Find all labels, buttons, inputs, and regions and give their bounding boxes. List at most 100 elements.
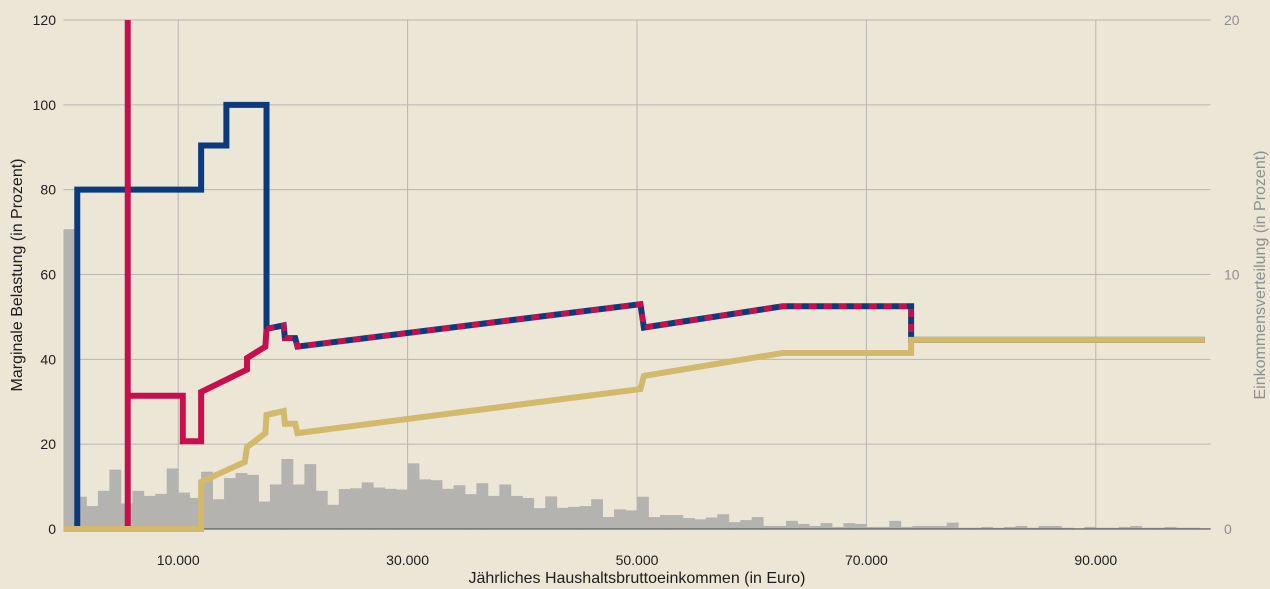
histogram-bar <box>1061 527 1074 529</box>
y-tick-label: 80 <box>40 182 56 198</box>
histogram-bar <box>614 509 626 529</box>
histogram-bar <box>820 523 833 529</box>
histogram-bar <box>740 520 753 529</box>
histogram-bar <box>969 527 982 529</box>
histogram-bar <box>281 459 294 529</box>
histogram-bar <box>442 488 454 529</box>
histogram-bar <box>1049 525 1062 529</box>
gridlines <box>63 19 1211 529</box>
histogram-bar <box>935 525 948 529</box>
histogram-bar <box>648 517 661 529</box>
x-axis-title: Jährliches Haushaltsbruttoeinkommen (in … <box>468 570 805 587</box>
histogram-bar <box>155 493 168 529</box>
series-line-gold <box>63 336 1205 532</box>
histogram-bar <box>763 525 776 529</box>
y2-tick-label: 20 <box>1224 12 1240 28</box>
histogram-bar <box>419 479 431 529</box>
histogram-bar <box>1084 526 1097 529</box>
histogram-bar <box>476 483 489 529</box>
histogram-bar <box>958 527 971 529</box>
histogram-bar <box>556 507 569 529</box>
histogram-bar <box>545 496 558 529</box>
histogram-bar <box>1038 525 1051 529</box>
histogram-bar <box>831 526 844 529</box>
histogram-bar <box>235 473 248 529</box>
histogram-bar <box>671 515 684 529</box>
histogram-bar <box>843 523 856 529</box>
histogram-bar <box>499 484 512 529</box>
histogram-bar <box>774 525 787 529</box>
histogram-bar <box>625 510 638 529</box>
income-distribution-histogram <box>63 229 1211 529</box>
series-lines <box>63 20 1205 532</box>
histogram-bar <box>86 506 99 529</box>
histogram-bar <box>1141 527 1154 529</box>
histogram-bar <box>166 468 179 529</box>
histogram-bar <box>981 526 993 529</box>
histogram-bar <box>373 487 386 529</box>
histogram-bar <box>1004 526 1016 529</box>
histogram-bar <box>1107 527 1120 529</box>
histogram-bar <box>1176 527 1188 529</box>
histogram-bar <box>1164 526 1177 529</box>
histogram-bar <box>751 517 764 529</box>
histogram-bar <box>1130 525 1143 529</box>
y-axis-title: Marginale Belastung (in Prozent) <box>9 158 26 391</box>
histogram-bar <box>912 525 925 529</box>
x-tick-label: 30.000 <box>386 552 429 568</box>
histogram-bar <box>487 495 500 529</box>
y2-axis-title: Einkommensverteilung (in Prozent) <box>1252 151 1269 400</box>
histogram-bar <box>396 489 408 529</box>
histogram-bar <box>659 515 672 529</box>
histogram-bar <box>269 484 282 529</box>
histogram-bar <box>809 525 821 529</box>
histogram-bar <box>338 489 351 529</box>
histogram-bar <box>579 506 592 529</box>
histogram-bar <box>1187 527 1200 529</box>
histogram-bar <box>602 517 615 529</box>
histogram-bar <box>1026 527 1039 529</box>
histogram-bar <box>361 482 374 529</box>
histogram-bar <box>143 495 156 529</box>
x-tick-label: 10.000 <box>157 552 200 568</box>
y-axis-ticks: 0 20 40 60 80 100 120 <box>33 12 57 537</box>
histogram-bar <box>384 488 397 529</box>
histogram-bar <box>109 469 122 529</box>
histogram-bar <box>201 471 214 529</box>
histogram-bar <box>247 474 259 529</box>
histogram-bar <box>877 526 890 529</box>
histogram-bar <box>866 526 879 529</box>
histogram-bar <box>854 523 867 529</box>
histogram-bar <box>637 496 649 529</box>
histogram-bar <box>292 484 305 529</box>
y-tick-label: 100 <box>33 97 57 113</box>
histogram-bar <box>258 501 271 529</box>
y2-tick-label: 10 <box>1224 267 1240 283</box>
histogram-bar <box>591 499 603 529</box>
histogram-bar <box>74 496 87 529</box>
histogram-bar <box>132 490 145 529</box>
histogram-bar <box>304 464 317 529</box>
series-line-crimson <box>124 20 270 529</box>
series-line-crimson-overlap-dashes <box>265 301 1205 350</box>
histogram-bar <box>453 485 466 529</box>
histogram-bar <box>315 490 328 529</box>
y2-axis-ticks: 0 10 20 <box>1224 12 1240 537</box>
histogram-bar <box>464 494 477 529</box>
y2-tick-label: 0 <box>1224 521 1232 537</box>
histogram-bar <box>1095 527 1108 529</box>
y-tick-label: 120 <box>33 12 57 28</box>
histogram-bar <box>694 519 707 529</box>
x-tick-label: 70.000 <box>845 552 888 568</box>
histogram-bar <box>923 525 936 529</box>
histogram-bar <box>992 527 1005 529</box>
y-tick-label: 0 <box>48 521 56 537</box>
y-tick-label: 40 <box>40 351 56 367</box>
histogram-bar <box>533 508 546 529</box>
y-tick-label: 60 <box>40 267 56 283</box>
histogram-bar <box>682 518 695 529</box>
x-tick-label: 50.000 <box>616 552 659 568</box>
histogram-bar <box>63 229 76 529</box>
histogram-bar <box>212 499 225 529</box>
histogram-bar <box>510 495 523 529</box>
